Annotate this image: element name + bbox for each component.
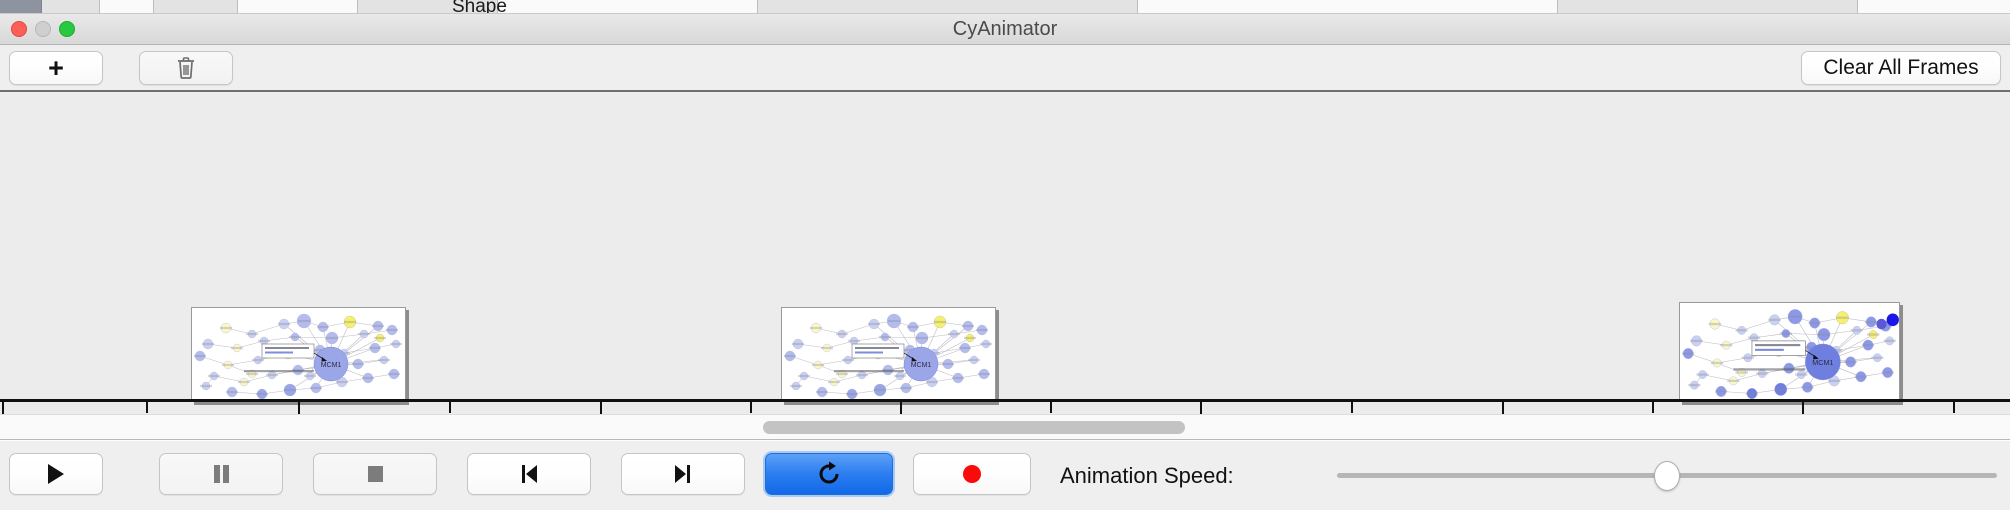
network-thumbnail-image: MCM1 bbox=[1679, 303, 1899, 401]
bg-chip bbox=[1138, 0, 1558, 13]
pause-button[interactable] bbox=[159, 453, 283, 495]
play-icon bbox=[45, 462, 67, 486]
clear-all-frames-button[interactable]: Clear All Frames bbox=[1801, 51, 2001, 85]
frame-thumbnail[interactable]: MCM1 bbox=[1678, 302, 1900, 402]
close-button[interactable] bbox=[11, 21, 27, 37]
window-title: CyAnimator bbox=[952, 18, 1058, 40]
axis-tick-minor bbox=[1050, 402, 1052, 413]
delete-frame-button[interactable] bbox=[139, 51, 233, 85]
timeline-scrollbar-thumb[interactable] bbox=[763, 421, 1185, 434]
bg-chip bbox=[1858, 0, 2010, 13]
frame-toolbar: + Clear All Frames bbox=[0, 45, 2010, 92]
bg-chip bbox=[238, 0, 358, 13]
timeline-scrollbar[interactable] bbox=[0, 414, 2010, 440]
animation-speed-label: Animation Speed: bbox=[1060, 463, 1234, 488]
axis-tick-minor bbox=[1351, 402, 1353, 413]
bg-chip bbox=[498, 0, 758, 13]
bg-chip bbox=[0, 0, 42, 13]
play-button[interactable] bbox=[9, 453, 103, 495]
window-traffic-lights bbox=[11, 21, 75, 37]
axis-tick-major bbox=[900, 402, 902, 414]
timeline-axis bbox=[0, 399, 2010, 402]
frame-thumbnail[interactable]: MCM1 bbox=[190, 307, 406, 402]
animation-speed-slider-thumb[interactable] bbox=[1654, 461, 1680, 491]
axis-tick-major bbox=[600, 402, 602, 414]
skip-start-icon bbox=[518, 462, 540, 486]
bg-chip bbox=[100, 0, 154, 13]
playback-controls: Animation Speed: bbox=[0, 441, 2010, 510]
axis-tick-minor bbox=[146, 402, 148, 413]
axis-tick-major bbox=[2, 402, 4, 414]
skip-start-button[interactable] bbox=[467, 453, 591, 495]
network-thumbnail-image: MCM1 bbox=[781, 308, 995, 401]
skip-end-icon bbox=[672, 462, 694, 486]
bg-chip bbox=[1558, 0, 1858, 13]
frame-thumbnail[interactable]: MCM1 bbox=[780, 307, 996, 402]
trash-icon bbox=[176, 56, 196, 80]
axis-tick-major bbox=[1802, 402, 1804, 414]
background-shape-label: Shape bbox=[452, 0, 507, 14]
add-frame-button[interactable]: + bbox=[9, 51, 103, 85]
axis-tick-minor bbox=[750, 402, 752, 413]
background-window-strip: Shape bbox=[0, 0, 2010, 14]
axis-tick-major bbox=[1502, 402, 1504, 414]
plus-icon: + bbox=[48, 52, 64, 83]
loop-icon bbox=[816, 461, 842, 487]
bg-chip bbox=[358, 0, 498, 13]
clear-all-frames-label: Clear All Frames bbox=[1823, 56, 1979, 79]
zoom-button[interactable] bbox=[59, 21, 75, 37]
axis-tick-major bbox=[1200, 402, 1202, 414]
minimize-button[interactable] bbox=[35, 21, 51, 37]
axis-tick-minor bbox=[1652, 402, 1654, 413]
axis-tick-minor bbox=[1953, 402, 1955, 413]
svg-text:MCM1: MCM1 bbox=[1812, 358, 1833, 367]
svg-text:MCM1: MCM1 bbox=[910, 362, 931, 369]
stop-icon bbox=[364, 462, 386, 486]
record-icon bbox=[959, 461, 985, 487]
pause-icon bbox=[210, 462, 232, 486]
axis-tick-major bbox=[298, 402, 300, 414]
bg-chip bbox=[758, 0, 1138, 13]
skip-end-button[interactable] bbox=[621, 453, 745, 495]
bg-chip bbox=[154, 0, 238, 13]
stop-button[interactable] bbox=[313, 453, 437, 495]
network-thumbnail-image: MCM1 bbox=[191, 308, 405, 401]
bg-chip bbox=[42, 0, 100, 13]
record-button[interactable] bbox=[913, 453, 1031, 495]
axis-tick-minor bbox=[449, 402, 451, 413]
loop-button[interactable] bbox=[765, 453, 893, 495]
svg-text:MCM1: MCM1 bbox=[320, 362, 341, 369]
title-bar: CyAnimator bbox=[0, 14, 2010, 45]
